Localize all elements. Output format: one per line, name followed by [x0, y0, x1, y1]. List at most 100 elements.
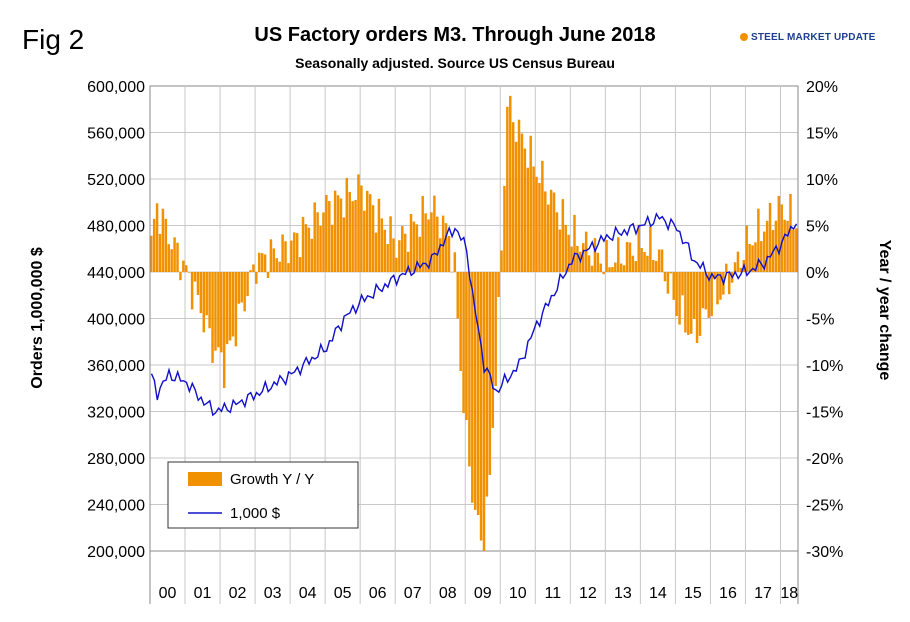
- x-tick-label: 10: [509, 585, 527, 602]
- growth-bar: [523, 148, 527, 272]
- growth-bar: [211, 272, 214, 363]
- y2-tick-label: -30%: [806, 544, 843, 561]
- y2-tick-label: 15%: [806, 126, 838, 143]
- y2-tick-label: -20%: [806, 451, 843, 468]
- y2-tick-label: 0%: [806, 265, 829, 282]
- legend-label-bars: Growth Y / Y: [230, 471, 314, 488]
- growth-bar: [555, 212, 559, 272]
- x-tick-label: 06: [369, 585, 387, 602]
- growth-bar: [193, 272, 197, 282]
- growth-bar: [354, 199, 357, 272]
- y2-tick-label: -15%: [806, 405, 843, 422]
- growth-bar: [687, 272, 690, 335]
- growth-bar: [549, 189, 553, 272]
- growth-bar: [427, 219, 430, 272]
- growth-bar: [173, 237, 176, 272]
- growth-bar: [231, 272, 235, 337]
- growth-bar: [783, 219, 786, 272]
- growth-bar: [608, 267, 611, 272]
- growth-bar: [684, 272, 687, 333]
- growth-bar: [500, 250, 503, 272]
- growth-bar: [284, 241, 287, 272]
- growth-bar: [249, 270, 252, 272]
- legend-swatch-bars: [188, 472, 222, 486]
- growth-bar: [768, 202, 772, 272]
- growth-bar: [152, 218, 156, 272]
- growth-bar: [786, 220, 789, 272]
- growth-bar: [348, 191, 351, 272]
- growth-bar: [287, 263, 290, 272]
- growth-bar: [538, 182, 541, 272]
- growth-bar: [304, 224, 308, 272]
- growth-bar: [611, 267, 614, 272]
- growth-bar: [710, 272, 713, 317]
- growth-bar: [485, 272, 489, 497]
- growth-bar: [252, 264, 255, 272]
- growth-bar: [695, 272, 699, 343]
- growth-bar: [220, 272, 223, 353]
- growth-bar: [754, 242, 757, 272]
- growth-bar: [313, 202, 316, 272]
- y2-tick-label: 10%: [806, 172, 838, 189]
- growth-bar: [406, 251, 410, 272]
- growth-bar: [582, 243, 585, 272]
- growth-bar: [444, 223, 448, 272]
- growth-bar: [666, 272, 670, 294]
- y2-tick-label: 20%: [806, 79, 838, 96]
- growth-bar: [409, 214, 413, 272]
- growth-bar: [719, 272, 722, 300]
- growth-bar: [599, 263, 602, 272]
- logo-text: STEEL MARKET UPDATE: [751, 32, 876, 43]
- growth-bar: [725, 263, 728, 272]
- growth-bar: [389, 216, 392, 272]
- growth-bar: [310, 238, 314, 272]
- legend: Growth Y / Y 1,000 $: [167, 461, 359, 529]
- growth-bar: [234, 272, 238, 347]
- growth-bar: [228, 272, 232, 341]
- growth-bar: [482, 272, 486, 551]
- growth-bar: [631, 255, 635, 272]
- growth-bar: [386, 243, 389, 272]
- figure-label: Fig 2: [22, 24, 85, 55]
- growth-bar: [395, 257, 398, 272]
- growth-bar: [678, 272, 681, 325]
- orders-line-group: [150, 212, 798, 417]
- growth-bar: [760, 241, 763, 272]
- growth-bar: [751, 245, 754, 272]
- growth-bar: [517, 119, 521, 272]
- growth-bar: [596, 252, 600, 272]
- growth-bar: [649, 226, 652, 272]
- growth-bar: [366, 190, 369, 272]
- x-tick-label: 01: [194, 585, 212, 602]
- growth-bar: [421, 196, 424, 272]
- growth-bar: [371, 205, 375, 272]
- growth-bar: [526, 167, 530, 272]
- growth-bar: [290, 240, 293, 272]
- growth-bar: [447, 235, 451, 272]
- growth-bar: [351, 201, 354, 272]
- y2-tick-label: -10%: [806, 358, 843, 375]
- y2-tick-label: -25%: [806, 498, 843, 515]
- growth-bar: [757, 208, 760, 272]
- growth-bar: [564, 224, 567, 272]
- growth-bar: [777, 196, 781, 272]
- growth-bar: [360, 185, 363, 272]
- growth-bar: [792, 229, 795, 272]
- growth-bar: [663, 272, 667, 282]
- growth-bar: [605, 239, 608, 272]
- growth-bar: [258, 252, 261, 272]
- chart-title: US Factory orders M3. Through June 2018: [254, 24, 656, 46]
- growth-bar: [541, 160, 544, 272]
- growth-bar: [330, 224, 334, 272]
- growth-bar: [368, 194, 372, 272]
- growth-bar: [780, 204, 783, 272]
- growth-bar: [745, 225, 748, 272]
- growth-bar: [736, 251, 740, 272]
- growth-bar: [255, 272, 258, 284]
- growth-bar: [660, 249, 664, 272]
- growth-bar: [619, 263, 623, 272]
- growth-bar: [339, 198, 343, 272]
- growth-bar: [558, 229, 562, 272]
- growth-bar: [436, 216, 439, 272]
